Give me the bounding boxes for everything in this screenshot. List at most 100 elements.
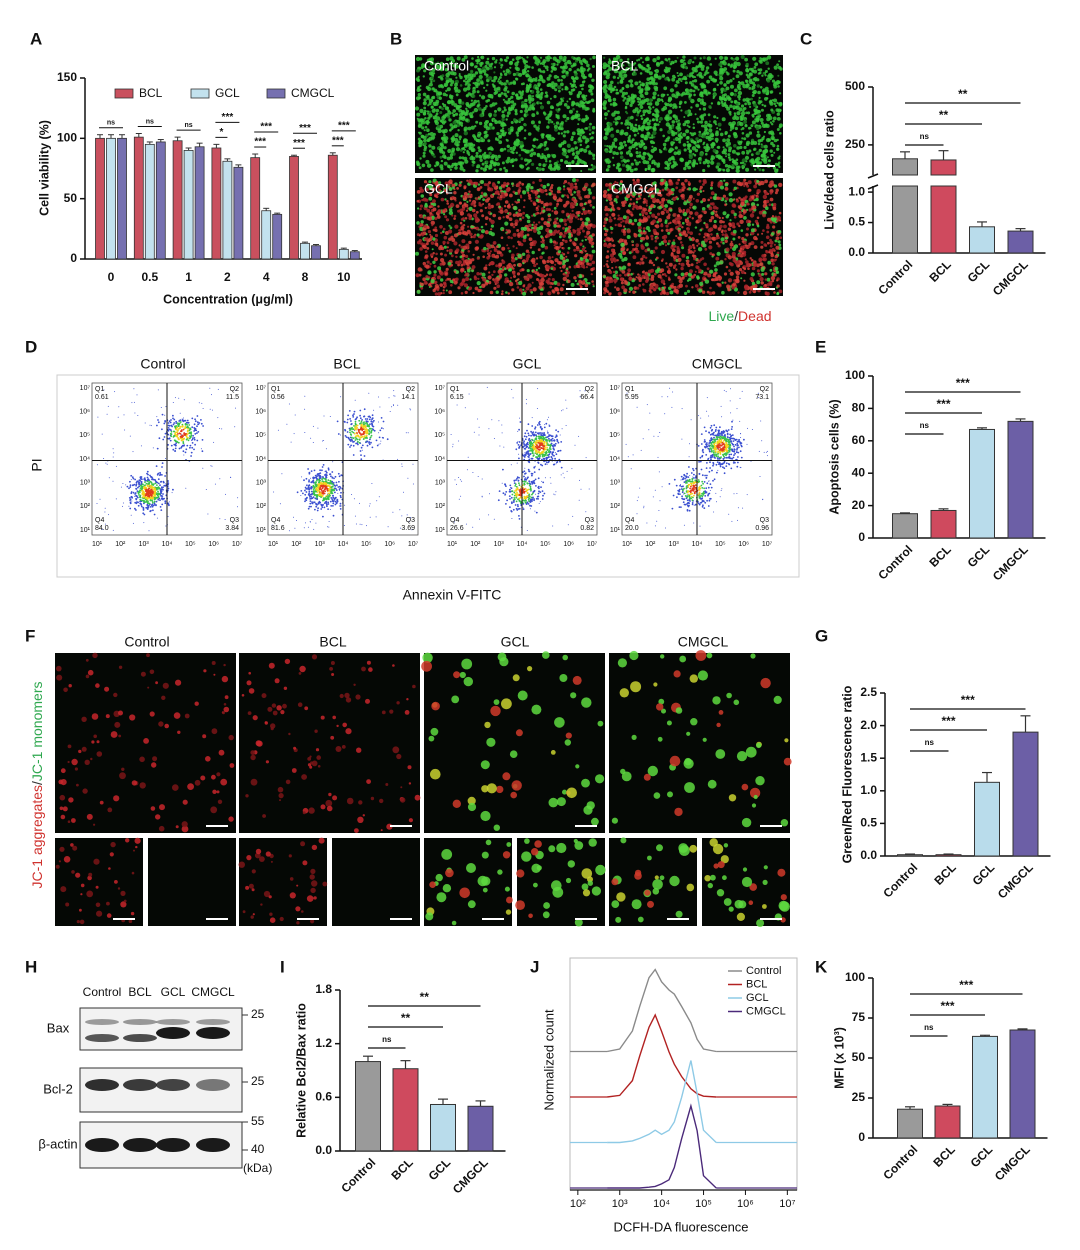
cell <box>437 128 442 134</box>
comparison-label: ns <box>920 132 930 141</box>
cell <box>502 269 505 272</box>
cell <box>522 288 525 291</box>
cell <box>537 195 541 198</box>
cell <box>482 69 487 74</box>
cell <box>680 132 683 134</box>
cell <box>679 157 685 163</box>
cell <box>612 244 616 248</box>
cell <box>775 236 780 241</box>
cell <box>586 63 590 68</box>
cell <box>529 89 532 93</box>
cell <box>428 121 431 124</box>
cell <box>671 120 676 124</box>
cell <box>699 83 702 86</box>
cell <box>591 249 596 254</box>
cell <box>619 141 623 146</box>
cell <box>493 113 497 117</box>
cell <box>442 131 446 134</box>
cell <box>767 113 772 117</box>
cell <box>667 99 672 103</box>
cell <box>680 266 684 271</box>
cell <box>536 152 541 157</box>
cell <box>744 102 747 106</box>
cell <box>668 67 671 70</box>
cell <box>415 273 420 277</box>
cell <box>766 230 770 234</box>
cell <box>426 163 432 168</box>
panel-label: J <box>530 957 539 976</box>
cell <box>502 216 505 219</box>
cell <box>555 113 558 117</box>
cell <box>417 142 420 145</box>
cell <box>565 258 569 262</box>
cell <box>481 272 486 277</box>
cell <box>677 74 680 77</box>
cell <box>539 105 545 110</box>
cell <box>527 94 532 99</box>
cell <box>603 100 608 105</box>
cell <box>618 73 623 78</box>
cell <box>588 88 593 93</box>
cell <box>418 140 423 145</box>
cell <box>769 90 774 94</box>
cell <box>646 152 650 156</box>
cell <box>539 56 543 59</box>
cell <box>653 123 657 127</box>
cell <box>733 112 737 115</box>
cell <box>431 145 436 150</box>
cell <box>762 194 768 200</box>
cell <box>555 121 560 125</box>
cell <box>705 135 709 140</box>
cell <box>583 148 588 153</box>
cell <box>497 93 502 98</box>
cell <box>719 81 723 85</box>
cell <box>528 75 531 78</box>
cell <box>580 170 583 172</box>
cell <box>565 155 569 159</box>
cell <box>431 154 434 157</box>
cell <box>500 63 504 67</box>
cell <box>553 122 556 126</box>
cell <box>565 292 568 295</box>
cell <box>626 235 631 239</box>
cell <box>758 96 761 99</box>
cell <box>433 277 437 280</box>
cell <box>699 258 703 261</box>
cell <box>437 76 440 79</box>
cell <box>571 197 575 201</box>
cell <box>438 105 442 109</box>
cell <box>493 66 497 69</box>
cell <box>556 230 560 234</box>
cell <box>642 283 645 286</box>
cell <box>417 137 421 141</box>
cell <box>541 153 544 156</box>
cell <box>632 129 636 132</box>
cell <box>668 149 672 154</box>
cell <box>509 146 513 151</box>
cell <box>719 55 724 60</box>
cell <box>637 124 641 128</box>
cell <box>639 93 644 98</box>
cell <box>619 146 622 150</box>
cell <box>455 147 461 152</box>
cell <box>741 150 746 155</box>
x-tick-label: 4 <box>263 270 270 284</box>
cell <box>692 89 696 93</box>
cell <box>531 269 534 272</box>
cell <box>746 140 751 145</box>
cell <box>465 209 469 212</box>
cell <box>519 164 523 168</box>
cell <box>561 247 564 249</box>
cell <box>428 272 431 275</box>
cell <box>678 140 682 144</box>
cell <box>476 166 479 169</box>
cell <box>540 189 545 194</box>
cell <box>656 56 661 60</box>
cell <box>457 161 462 166</box>
cell <box>692 123 695 126</box>
cell <box>446 199 449 203</box>
cell <box>575 110 579 113</box>
cell <box>449 83 453 87</box>
cell <box>654 108 659 113</box>
cell <box>563 273 566 276</box>
